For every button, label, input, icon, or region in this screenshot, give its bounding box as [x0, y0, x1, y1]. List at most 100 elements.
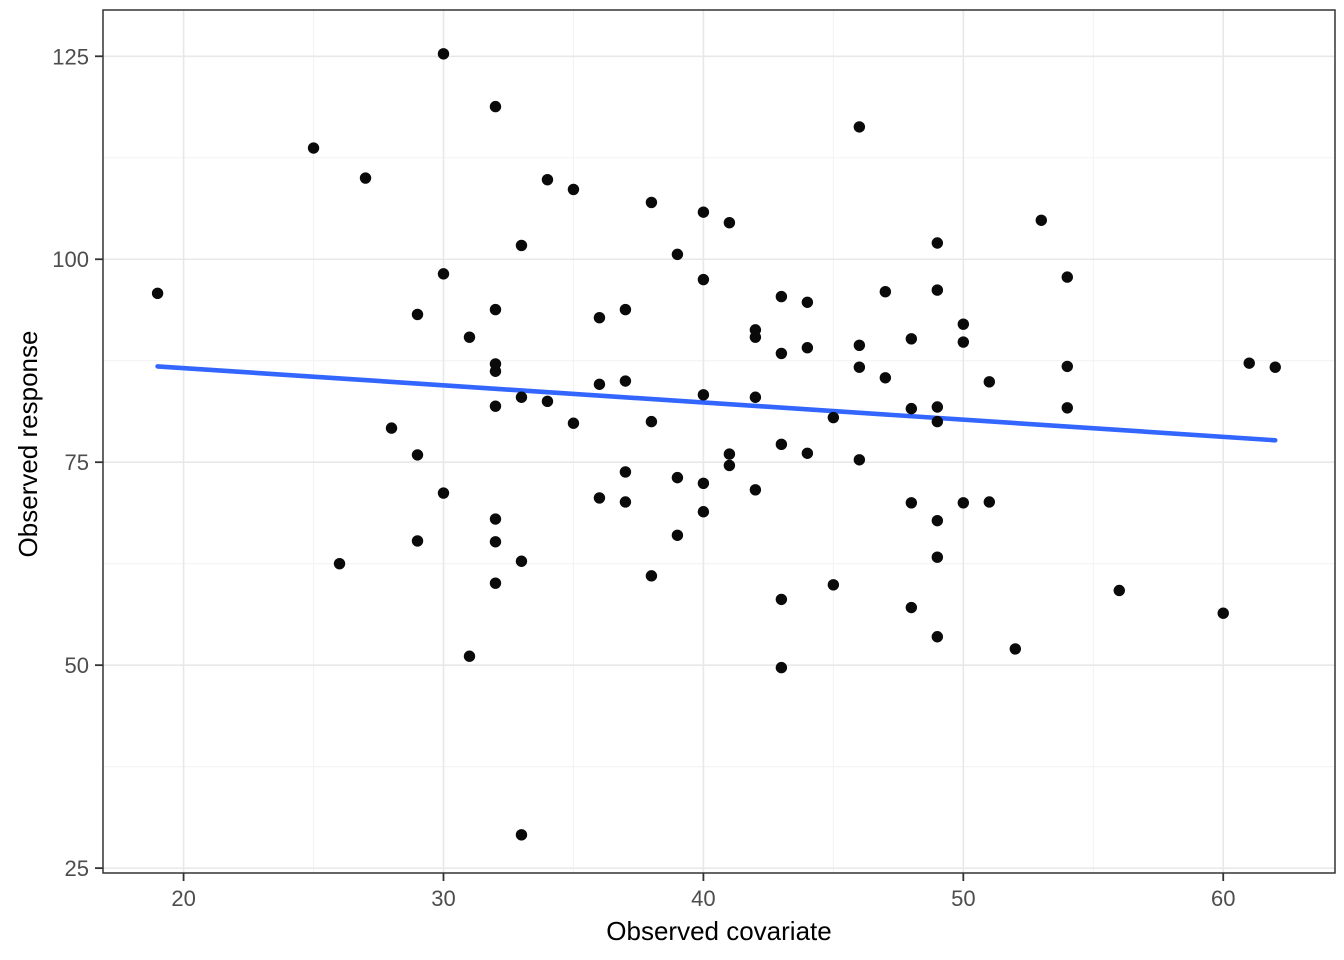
scatter-point — [463, 331, 476, 343]
scatter-point — [1061, 271, 1073, 283]
scatter-point — [385, 422, 398, 434]
scatter-point — [801, 342, 814, 354]
scatter-point — [515, 829, 528, 841]
scatter-point — [879, 372, 892, 384]
scatter-point — [1009, 643, 1022, 655]
scatter-point — [1217, 607, 1229, 619]
scatter-point — [853, 454, 866, 466]
scatter-point — [931, 284, 944, 296]
scatter-point — [411, 449, 424, 461]
scatter-point — [1061, 402, 1073, 414]
scatter-point — [697, 273, 710, 286]
scatter-point — [437, 268, 450, 280]
scatter-point — [697, 506, 710, 518]
scatter-point — [489, 100, 502, 113]
scatter-point — [307, 142, 320, 154]
scatter-point — [671, 529, 684, 541]
scatter-point — [437, 487, 450, 499]
y-axis-title: Observed response — [13, 330, 43, 558]
y-axis-tick-label: 125 — [52, 44, 89, 69]
scatter-point — [541, 173, 554, 186]
scatter-point — [983, 496, 996, 508]
scatter-point — [775, 593, 788, 606]
scatter-point — [567, 183, 580, 196]
scatter-point — [489, 400, 502, 412]
scatter-point — [775, 290, 788, 303]
scatter-point — [905, 497, 918, 509]
scatter-point — [1269, 361, 1281, 373]
scatter-point — [931, 401, 944, 413]
x-axis-tick-label: 40 — [691, 886, 715, 911]
scatter-point — [749, 484, 762, 496]
panel-border — [102, 9, 1336, 874]
scatter-point — [827, 579, 840, 591]
scatter-point — [853, 339, 866, 351]
scatter-point — [619, 466, 632, 478]
scatter-point — [775, 661, 788, 674]
scatter-point — [489, 536, 502, 548]
scatter-point — [723, 459, 736, 472]
scatter-point — [1061, 360, 1073, 373]
scatter-point — [853, 121, 866, 133]
x-axis-tick-label: 50 — [951, 886, 975, 911]
scatter-point — [619, 303, 632, 316]
y-axis-tick-label: 100 — [52, 247, 89, 272]
scatter-point — [645, 196, 658, 209]
scatter-point — [593, 492, 606, 504]
scatter-point — [957, 336, 970, 348]
scatter-point — [931, 514, 944, 527]
x-axis-tick-label: 30 — [431, 886, 455, 911]
scatter-point — [801, 447, 814, 459]
scatter-point — [515, 239, 528, 252]
scatter-point — [697, 206, 710, 218]
scatter-point — [931, 631, 944, 643]
scatter-point — [879, 286, 892, 298]
y-axis-tick-label: 75 — [65, 450, 89, 475]
scatter-point — [489, 577, 502, 589]
scatter-point — [645, 415, 658, 428]
scatter-point — [983, 376, 996, 388]
scatter-point — [775, 347, 788, 360]
scatter-point — [775, 438, 788, 451]
y-axis-tick-label: 25 — [65, 856, 89, 881]
plot-panel: 20 30 40 50 60 25 50 75 100 125 — [52, 9, 1336, 911]
scatter-point — [151, 287, 164, 300]
scatter-point — [749, 391, 762, 403]
scatter-point — [619, 496, 632, 508]
scatter-point — [619, 375, 632, 387]
scatter-point — [1243, 357, 1255, 369]
x-axis-tick-label: 20 — [171, 886, 195, 911]
scatter-point — [931, 237, 944, 249]
scatter-point — [411, 308, 424, 321]
scatter-point — [437, 48, 450, 60]
scatter-point — [931, 415, 944, 428]
x-axis-title: Observed covariate — [606, 916, 832, 946]
scatter-point — [749, 331, 762, 343]
regression-line — [155, 364, 1278, 443]
y-axis-tick-label: 50 — [65, 653, 89, 678]
panel-background — [103, 10, 1335, 873]
scatter-point — [671, 248, 684, 261]
scatter-point — [1113, 584, 1125, 597]
scatter-point — [905, 402, 918, 415]
scatter-point — [515, 555, 528, 567]
scatter-point — [931, 551, 944, 563]
scatter-point — [515, 391, 528, 403]
scatter-point — [489, 303, 502, 316]
scatter-point — [489, 365, 502, 377]
scatter-point — [905, 601, 918, 614]
scatter-point — [697, 477, 710, 490]
scatter-point — [593, 311, 606, 324]
scatter-point — [801, 296, 814, 308]
scatter-point — [697, 389, 710, 401]
scatter-point — [1035, 214, 1047, 226]
scatter-point — [489, 513, 502, 525]
scatter-point — [645, 570, 658, 582]
x-axis-tick-label: 60 — [1211, 886, 1235, 911]
scatter-point — [671, 471, 684, 484]
scatter-point — [593, 378, 606, 390]
scatter-point — [905, 333, 918, 345]
scatter-point — [723, 448, 736, 460]
scatter-point — [723, 217, 736, 229]
